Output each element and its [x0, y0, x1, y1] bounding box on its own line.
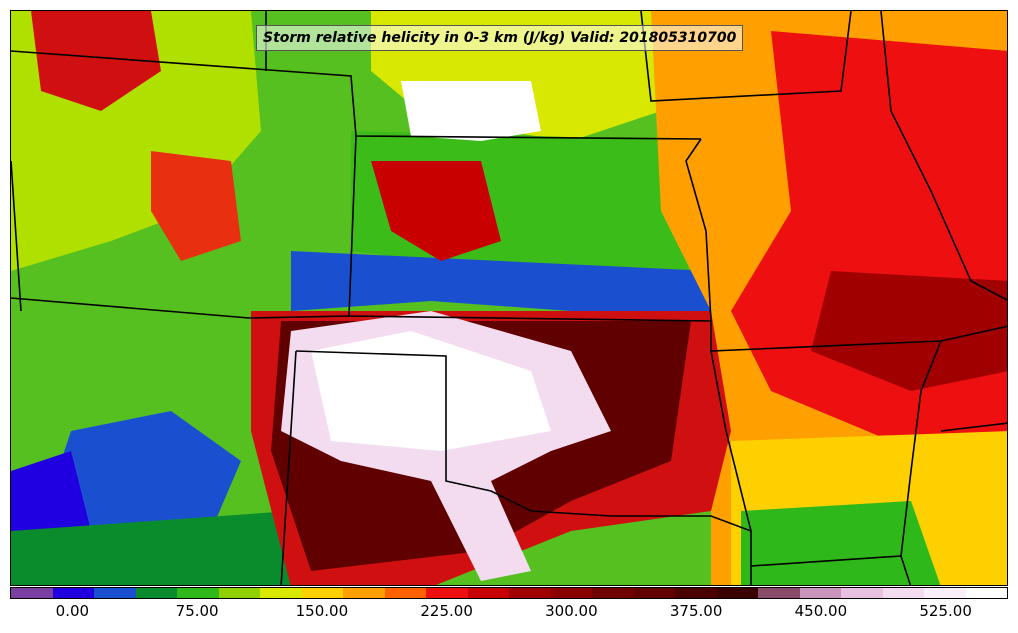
boundary-line — [710, 321, 1007, 352]
colorbar-swatch — [758, 588, 800, 598]
colorbar-swatch — [177, 588, 219, 598]
colorbar-swatch — [343, 588, 385, 598]
colorbar-swatch — [633, 588, 675, 598]
boundary-line — [880, 11, 1007, 301]
boundary-line — [11, 50, 702, 140]
field-blue-band — [291, 251, 711, 321]
colorbar-tick-label: 450.00 — [794, 602, 848, 620]
field-white-core-bright — [311, 331, 551, 451]
colorbar-swatch — [426, 588, 468, 598]
colorbar-swatch — [467, 588, 509, 598]
colorbar-swatch — [799, 588, 841, 598]
colorbar-tick-label: 150.00 — [295, 602, 349, 620]
field-red-rockies — [151, 151, 241, 261]
colorbar-swatch — [841, 588, 883, 598]
colorbar-swatch — [135, 588, 177, 598]
boundary-line — [348, 135, 357, 317]
colorbar-tick-label: 75.00 — [175, 602, 219, 620]
field-darkred-east — [811, 271, 1007, 391]
boundary-line — [640, 11, 852, 102]
helicity-map — [11, 11, 1007, 585]
map-title: Storm relative helicity in 0-3 km (J/kg)… — [256, 25, 744, 51]
boundary-line — [710, 350, 752, 532]
field-blue-west — [51, 411, 241, 551]
map-panel: Storm relative helicity in 0-3 km (J/kg)… — [10, 10, 1008, 586]
colorbar-tick-label: 375.00 — [669, 602, 723, 620]
field-red-northwest — [31, 11, 161, 111]
colorbar-swatch — [550, 588, 592, 598]
colorbar-swatch — [882, 588, 924, 598]
boundary-line — [295, 350, 752, 585]
colorbar-swatch — [301, 588, 343, 598]
boundary-line — [11, 297, 712, 322]
colorbar-swatch — [218, 588, 260, 598]
colorbar-tick-label: 525.00 — [919, 602, 972, 620]
boundary-line — [900, 340, 942, 585]
boundary-line — [280, 350, 297, 585]
state-boundaries — [11, 11, 1007, 585]
colorbar — [10, 587, 1008, 599]
colorbar-swatch — [94, 588, 136, 598]
colorbar-swatch — [924, 588, 966, 598]
colorbar-tick-label: 225.00 — [420, 602, 473, 620]
colorbar-swatch — [965, 588, 1007, 598]
boundary-line — [940, 422, 1007, 432]
colorbar-tick-label: 0.00 — [55, 602, 90, 620]
boundary-line — [11, 160, 22, 312]
colorbar-swatch — [260, 588, 302, 598]
colorbar-swatch — [509, 588, 551, 598]
colorbar-ticks: 0.00 75.00 150.00 225.00 300.00 375.00 450.00 5… — [10, 600, 1008, 630]
colorbar-swatch — [675, 588, 717, 598]
colorbar-swatch — [592, 588, 634, 598]
field-green-southeast — [741, 501, 941, 585]
colorbar-swatch — [384, 588, 426, 598]
colorbar-swatch — [52, 588, 94, 598]
colorbar-tick-label: 300.00 — [545, 602, 598, 620]
colorbar-swatch — [11, 588, 53, 598]
field-white-north — [401, 81, 541, 141]
colorbar-swatch — [716, 588, 758, 598]
boundary-line — [685, 138, 712, 322]
field-green-south — [11, 511, 291, 585]
field-red-nebraska — [371, 161, 501, 261]
boundary-line — [750, 555, 902, 567]
